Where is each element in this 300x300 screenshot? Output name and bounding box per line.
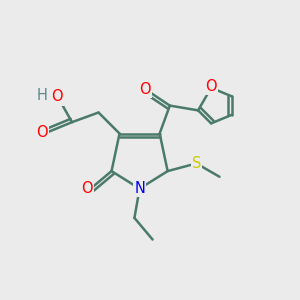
Text: S: S — [192, 156, 201, 171]
Text: O: O — [51, 89, 63, 104]
Text: O: O — [81, 181, 92, 196]
Text: O: O — [37, 125, 48, 140]
Text: O: O — [139, 82, 150, 97]
Text: N: N — [134, 181, 145, 196]
Text: O: O — [205, 79, 217, 94]
Text: H: H — [37, 88, 48, 103]
